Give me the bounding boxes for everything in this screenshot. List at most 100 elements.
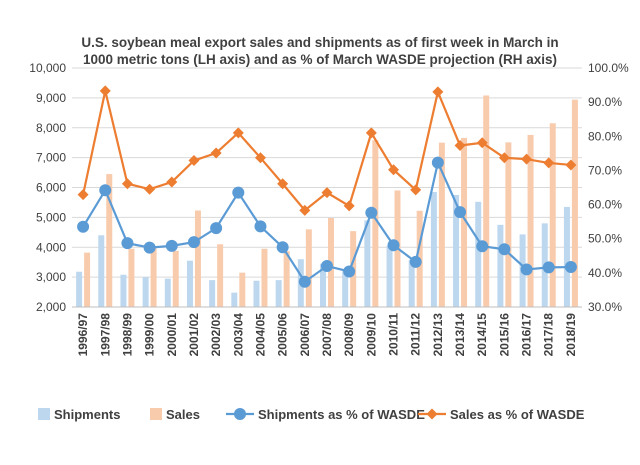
- point-sales-as-of-wasde: [343, 200, 355, 212]
- point-sales-as-of-wasde: [521, 153, 533, 165]
- point-shipments-as-of-wasde: [77, 220, 90, 233]
- bar-sales: [150, 247, 157, 307]
- bar-sales: [106, 174, 113, 307]
- bar-shipments: [453, 194, 460, 307]
- bar-shipments: [320, 263, 326, 307]
- bar-shipments: [563, 206, 570, 307]
- bar-shipments: [430, 191, 437, 307]
- point-shipments-as-of-wasde: [187, 236, 200, 249]
- point-sales-as-of-wasde: [365, 127, 377, 139]
- point-sales-as-of-wasde: [321, 187, 333, 199]
- x-axis-tick-label: 2010/11: [387, 313, 401, 356]
- bar-shipments: [186, 260, 193, 307]
- x-axis-tick-label: 1999/00: [143, 313, 157, 357]
- bar-sales: [461, 137, 468, 307]
- point-shipments-as-of-wasde: [99, 184, 112, 197]
- point-shipments-as-of-wasde: [498, 243, 511, 256]
- legend-label-shipments: Shipments: [54, 407, 120, 422]
- x-axis-tick-label: 2005/06: [276, 313, 290, 357]
- bar-shipments: [120, 274, 127, 307]
- bar-sales: [571, 99, 578, 307]
- bar-sales: [84, 252, 91, 307]
- axes: 2,000 3,000 4,000 5,000 6,000 7,000 8,000 9,000…: [29, 61, 629, 356]
- right-axis-tick-label: 70.0%: [588, 163, 622, 177]
- point-sales-as-of-wasde: [188, 155, 200, 167]
- bar-shipments: [142, 277, 149, 307]
- point-sales-as-of-wasde: [254, 152, 266, 164]
- point-sales-as-of-wasde: [432, 86, 444, 98]
- chart-title-line-2: 1000 metric tons (LH axis) and as % of M…: [83, 52, 557, 67]
- point-shipments-as-of-wasde: [431, 156, 444, 169]
- point-sales-as-of-wasde: [565, 159, 577, 171]
- right-axis-tick-label: 50.0%: [588, 232, 622, 246]
- bar-sales: [483, 95, 490, 307]
- bar-sales: [172, 250, 179, 307]
- legend-label-shipments-as-of-wasde: Shipments as % of WASDE: [258, 407, 425, 422]
- bar-sales: [505, 142, 512, 307]
- point-shipments-as-of-wasde: [409, 255, 422, 268]
- x-axis-tick-label: 2006/07: [298, 313, 312, 357]
- x-axis-tick-label: 2012/13: [431, 313, 445, 357]
- x-axis-tick-label: 2011/12: [409, 313, 423, 356]
- bar-shipments: [497, 224, 504, 307]
- point-shipments-as-of-wasde: [121, 237, 134, 250]
- bar-sales: [194, 210, 201, 307]
- legend-label-sales-as-of-wasde: Sales as % of WASDE: [450, 407, 585, 422]
- x-axis-tick-label: 2000/01: [165, 313, 179, 357]
- right-axis-tick-label: 30.0%: [588, 300, 622, 314]
- left-axis-tick-label: 10,000: [29, 61, 66, 75]
- bar-shipments: [209, 280, 216, 307]
- point-shipments-as-of-wasde: [165, 239, 178, 252]
- x-axis-tick-label: 2001/02: [187, 313, 201, 357]
- bar-sales: [438, 142, 445, 307]
- left-axis-tick-label: 2,000: [36, 300, 66, 314]
- bars: [76, 95, 578, 307]
- point-shipments-as-of-wasde: [454, 206, 467, 219]
- point-sales-as-of-wasde: [476, 137, 488, 149]
- bar-shipments: [98, 235, 105, 307]
- left-axis-tick-label: 6,000: [36, 181, 66, 195]
- point-shipments-as-of-wasde: [564, 261, 577, 274]
- point-sales-as-of-wasde: [210, 147, 222, 159]
- right-axis-tick-label: 100.0%: [588, 61, 629, 75]
- point-sales-as-of-wasde: [410, 184, 422, 196]
- point-shipments-as-of-wasde: [254, 220, 267, 233]
- point-shipments-as-of-wasde: [143, 241, 156, 254]
- bar-sales: [217, 244, 224, 307]
- x-axis-tick-label: 1997/98: [98, 313, 112, 357]
- bar-shipments: [253, 280, 260, 307]
- x-axis-tick-label: 2017/18: [542, 313, 556, 357]
- x-axis-tick-label: 2004/05: [253, 313, 267, 357]
- bar-shipments: [76, 271, 83, 307]
- point-sales-as-of-wasde: [144, 183, 156, 195]
- x-axis-tick-label: 2014/15: [475, 313, 489, 357]
- point-sales-as-of-wasde: [543, 157, 555, 169]
- point-sales-as-of-wasde: [99, 85, 111, 97]
- point-sales-as-of-wasde: [299, 204, 311, 216]
- right-axis-tick-label: 80.0%: [588, 129, 622, 143]
- legend: Shipments Sales Shipments as % of WASDE Sal…: [38, 407, 585, 422]
- bar-sales: [261, 248, 268, 307]
- point-shipments-as-of-wasde: [476, 240, 489, 253]
- point-shipments-as-of-wasde: [365, 206, 378, 219]
- x-axis-tick-label: 1996/97: [76, 313, 90, 357]
- bar-shipments: [231, 292, 238, 307]
- left-axis-tick-label: 4,000: [36, 240, 66, 254]
- x-axis-tick-label: 2009/10: [364, 313, 378, 357]
- point-sales-as-of-wasde: [77, 189, 89, 201]
- point-shipments-as-of-wasde: [298, 275, 311, 288]
- point-sales-as-of-wasde: [388, 164, 400, 176]
- x-axis-tick-label: 1998/99: [120, 313, 134, 357]
- bar-shipments: [164, 278, 171, 307]
- point-shipments-as-of-wasde: [542, 261, 555, 274]
- point-shipments-as-of-wasde: [276, 241, 289, 254]
- left-axis-tick-label: 5,000: [36, 210, 66, 224]
- bar-shipments: [408, 259, 415, 307]
- point-sales-as-of-wasde: [277, 178, 289, 190]
- point-sales-as-of-wasde: [232, 127, 244, 139]
- left-axis-tick-label: 8,000: [36, 121, 66, 135]
- point-shipments-as-of-wasde: [232, 186, 245, 199]
- left-axis-tick-label: 7,000: [36, 151, 66, 165]
